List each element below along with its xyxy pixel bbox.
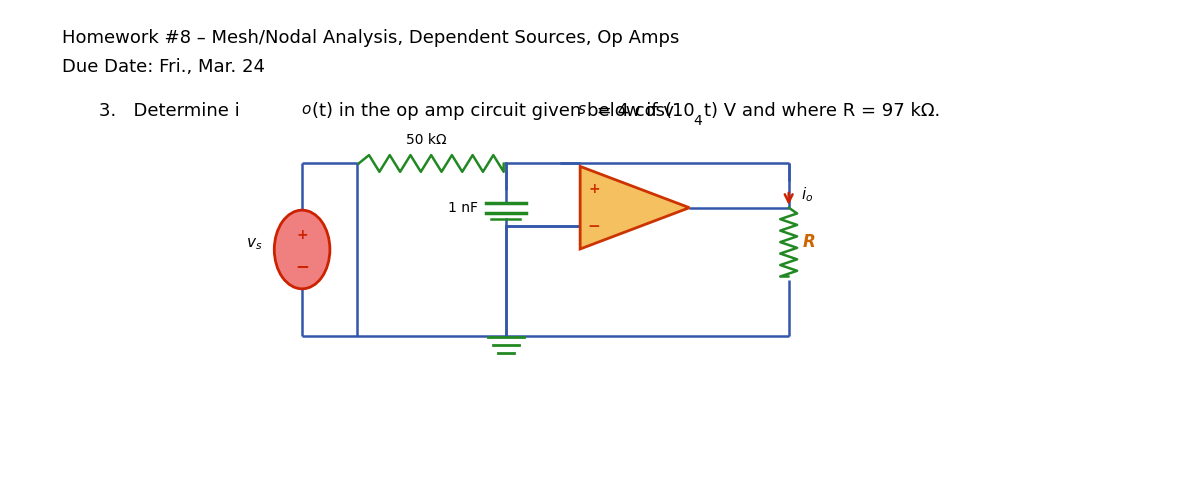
- Text: $v_s$: $v_s$: [246, 237, 263, 252]
- Text: t) V and where R = 97 kΩ.: t) V and where R = 97 kΩ.: [704, 101, 941, 119]
- Text: (t) in the op amp circuit given below if v: (t) in the op amp circuit given below if…: [312, 101, 674, 119]
- Text: Due Date: Fri., Mar. 24: Due Date: Fri., Mar. 24: [61, 58, 265, 76]
- Text: −: −: [588, 219, 600, 234]
- Text: 50 kΩ: 50 kΩ: [406, 133, 446, 147]
- Text: = 4 cos(10: = 4 cos(10: [592, 101, 695, 119]
- Text: R: R: [803, 233, 815, 251]
- Text: 1 nF: 1 nF: [448, 201, 478, 215]
- Text: $i_o$: $i_o$: [800, 185, 812, 204]
- Text: 3.   Determine i: 3. Determine i: [98, 101, 239, 119]
- Polygon shape: [580, 166, 689, 249]
- Ellipse shape: [275, 210, 330, 289]
- Text: 4: 4: [694, 114, 702, 128]
- Text: +: +: [588, 182, 600, 196]
- Text: s: s: [578, 101, 586, 116]
- Text: Homework #8 – Mesh/Nodal Analysis, Dependent Sources, Op Amps: Homework #8 – Mesh/Nodal Analysis, Depen…: [61, 29, 679, 47]
- Text: o: o: [301, 101, 311, 116]
- Text: +: +: [296, 228, 308, 242]
- Text: −: −: [295, 257, 310, 275]
